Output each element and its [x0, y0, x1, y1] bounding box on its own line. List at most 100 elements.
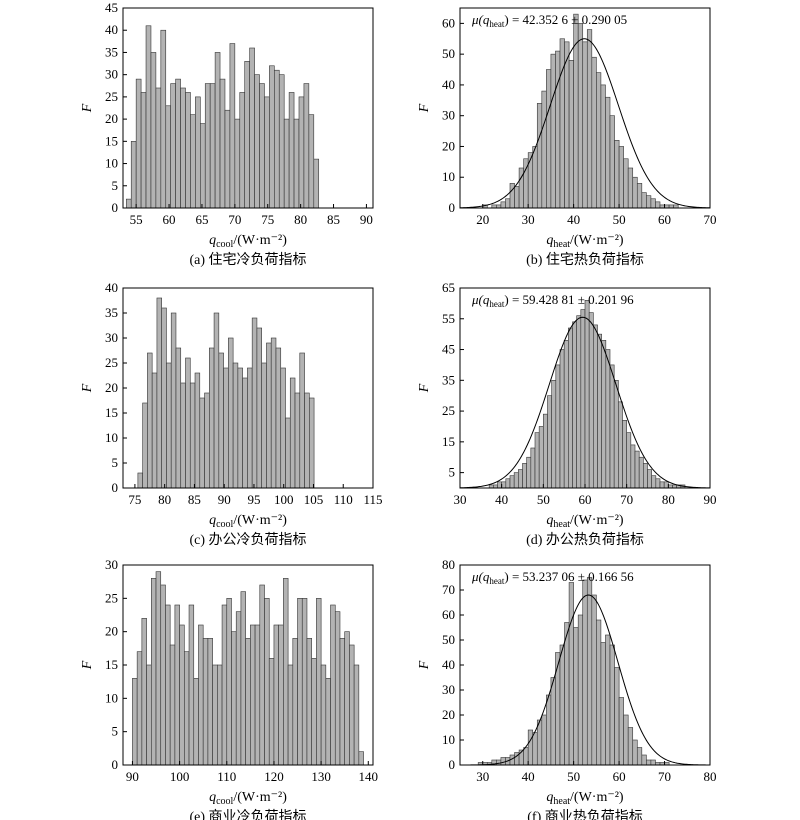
- histogram-bar: [568, 60, 574, 209]
- x-tick-label: 110: [217, 769, 236, 784]
- y-tick-label: 25: [105, 89, 118, 104]
- histogram-bar: [268, 658, 275, 766]
- histogram-bar: [543, 413, 548, 489]
- x-tick-label: 30: [454, 492, 467, 507]
- histogram-bar: [239, 92, 246, 209]
- y-tick-label: 0: [449, 757, 456, 772]
- y-tick-label: 5: [112, 178, 119, 193]
- axis-ticks: 30 40 50 60 70 80 0 10 20 30 40 50 60 70 80: [442, 557, 717, 784]
- histogram-bar: [655, 478, 661, 489]
- y-axis-label: F: [417, 383, 432, 393]
- y-tick-label: 45: [105, 0, 118, 15]
- histogram-bar: [600, 642, 606, 766]
- panel-e: 90 100 110 120 130 140 0 5 10 15 20 25 30 F qcool/(W…: [80, 557, 378, 820]
- histogram-bar: [204, 83, 211, 209]
- histogram-bar: [142, 402, 148, 489]
- x-tick-label: 90: [218, 492, 231, 507]
- x-tick-label: 40: [522, 769, 535, 784]
- histogram-bar: [256, 327, 262, 489]
- histogram-bar: [643, 463, 648, 489]
- panel-caption: (c) 办公冷负荷指标: [189, 532, 306, 548]
- histogram-bar: [623, 714, 629, 766]
- histogram-bar: [636, 747, 643, 766]
- histogram-bar: [224, 109, 231, 209]
- x-tick-label: 110: [334, 492, 353, 507]
- histogram-bar: [538, 426, 544, 489]
- histogram-bar: [278, 74, 285, 209]
- y-tick-label: 0: [112, 480, 119, 495]
- histogram-bars: [482, 13, 679, 209]
- plot-frame: [459, 287, 711, 489]
- y-tick-label: 15: [105, 133, 118, 148]
- histogram-bar: [207, 638, 213, 766]
- histogram-bar: [564, 41, 570, 209]
- y-tick-label: 30: [105, 67, 118, 82]
- histogram-bar: [339, 638, 346, 766]
- x-tick-label: 90: [360, 212, 373, 227]
- histogram-bar: [165, 105, 171, 209]
- histogram-bar: [179, 624, 185, 766]
- panel-d: 30 40 50 60 70 80 90 5 15 25 35 45 55 65 F qheat/(W·m…: [417, 280, 717, 548]
- histogram-bar: [202, 638, 209, 766]
- histogram-bar: [156, 297, 162, 489]
- histogram-bar: [195, 96, 201, 209]
- histogram-bar: [235, 611, 242, 766]
- panel-caption: (d) 办公热负荷指标: [526, 532, 644, 548]
- x-axis-label: qcool/(W·m⁻²): [209, 233, 287, 250]
- x-axis-label: qcool/(W·m⁻²): [209, 790, 287, 807]
- histogram-bar: [308, 114, 315, 209]
- x-tick-label: 40: [495, 492, 508, 507]
- mean-annotation: μ(qheat) = 53.237 06 ± 0.166 56: [471, 569, 634, 586]
- histogram-bar: [582, 41, 588, 209]
- y-tick-label: 30: [442, 682, 455, 697]
- histogram-bar: [613, 380, 619, 489]
- histogram-bar: [500, 757, 506, 766]
- histogram-bar: [605, 349, 611, 489]
- histogram-bar: [160, 29, 167, 209]
- histogram-bar: [180, 382, 186, 489]
- histogram-bar: [264, 96, 270, 209]
- histogram-bar: [663, 481, 669, 489]
- y-tick-label: 65: [442, 280, 455, 295]
- y-tick-label: 30: [105, 557, 118, 572]
- histogram-bar: [576, 315, 582, 489]
- histogram-bar: [330, 604, 336, 766]
- histogram-bar: [249, 47, 255, 209]
- histogram-bar: [609, 364, 615, 489]
- gaussian-fit-curve: [459, 38, 711, 209]
- histogram-bar: [218, 352, 224, 489]
- histogram-bar: [217, 664, 223, 766]
- histogram-bar: [269, 65, 275, 209]
- histogram-bar: [273, 624, 279, 766]
- histogram-bar: [505, 478, 511, 489]
- histogram-bar: [140, 92, 147, 209]
- histogram-bar: [634, 450, 640, 489]
- histogram-bar: [500, 201, 506, 209]
- x-tick-label: 60: [658, 212, 671, 227]
- histogram-bar: [297, 598, 303, 766]
- x-tick-label: 95: [247, 492, 260, 507]
- histogram-bar: [188, 604, 195, 766]
- histogram-bar: [146, 664, 152, 766]
- histogram-bar: [204, 392, 210, 489]
- y-tick-label: 5: [112, 455, 119, 470]
- histogram-bar: [287, 664, 294, 766]
- histogram-bar: [618, 697, 624, 766]
- x-tick-label: 75: [261, 212, 274, 227]
- histogram-bar: [541, 90, 547, 209]
- histogram-bar: [229, 43, 236, 209]
- plot-frame: [122, 564, 374, 766]
- histogram-bar: [306, 638, 312, 766]
- histogram-bar: [221, 604, 228, 766]
- histogram-bar: [577, 23, 584, 209]
- axis-ticks: 90 100 110 120 130 140 0 5 10 15 20 25 30: [105, 557, 378, 784]
- x-tick-label: 70: [228, 212, 241, 227]
- histogram-bar: [630, 444, 636, 489]
- histogram-bar: [247, 367, 253, 489]
- histogram-bars: [477, 577, 670, 766]
- histogram-bar: [212, 664, 218, 766]
- histogram-bar: [568, 582, 574, 766]
- x-tick-label: 80: [294, 212, 307, 227]
- histogram-bar: [573, 627, 579, 766]
